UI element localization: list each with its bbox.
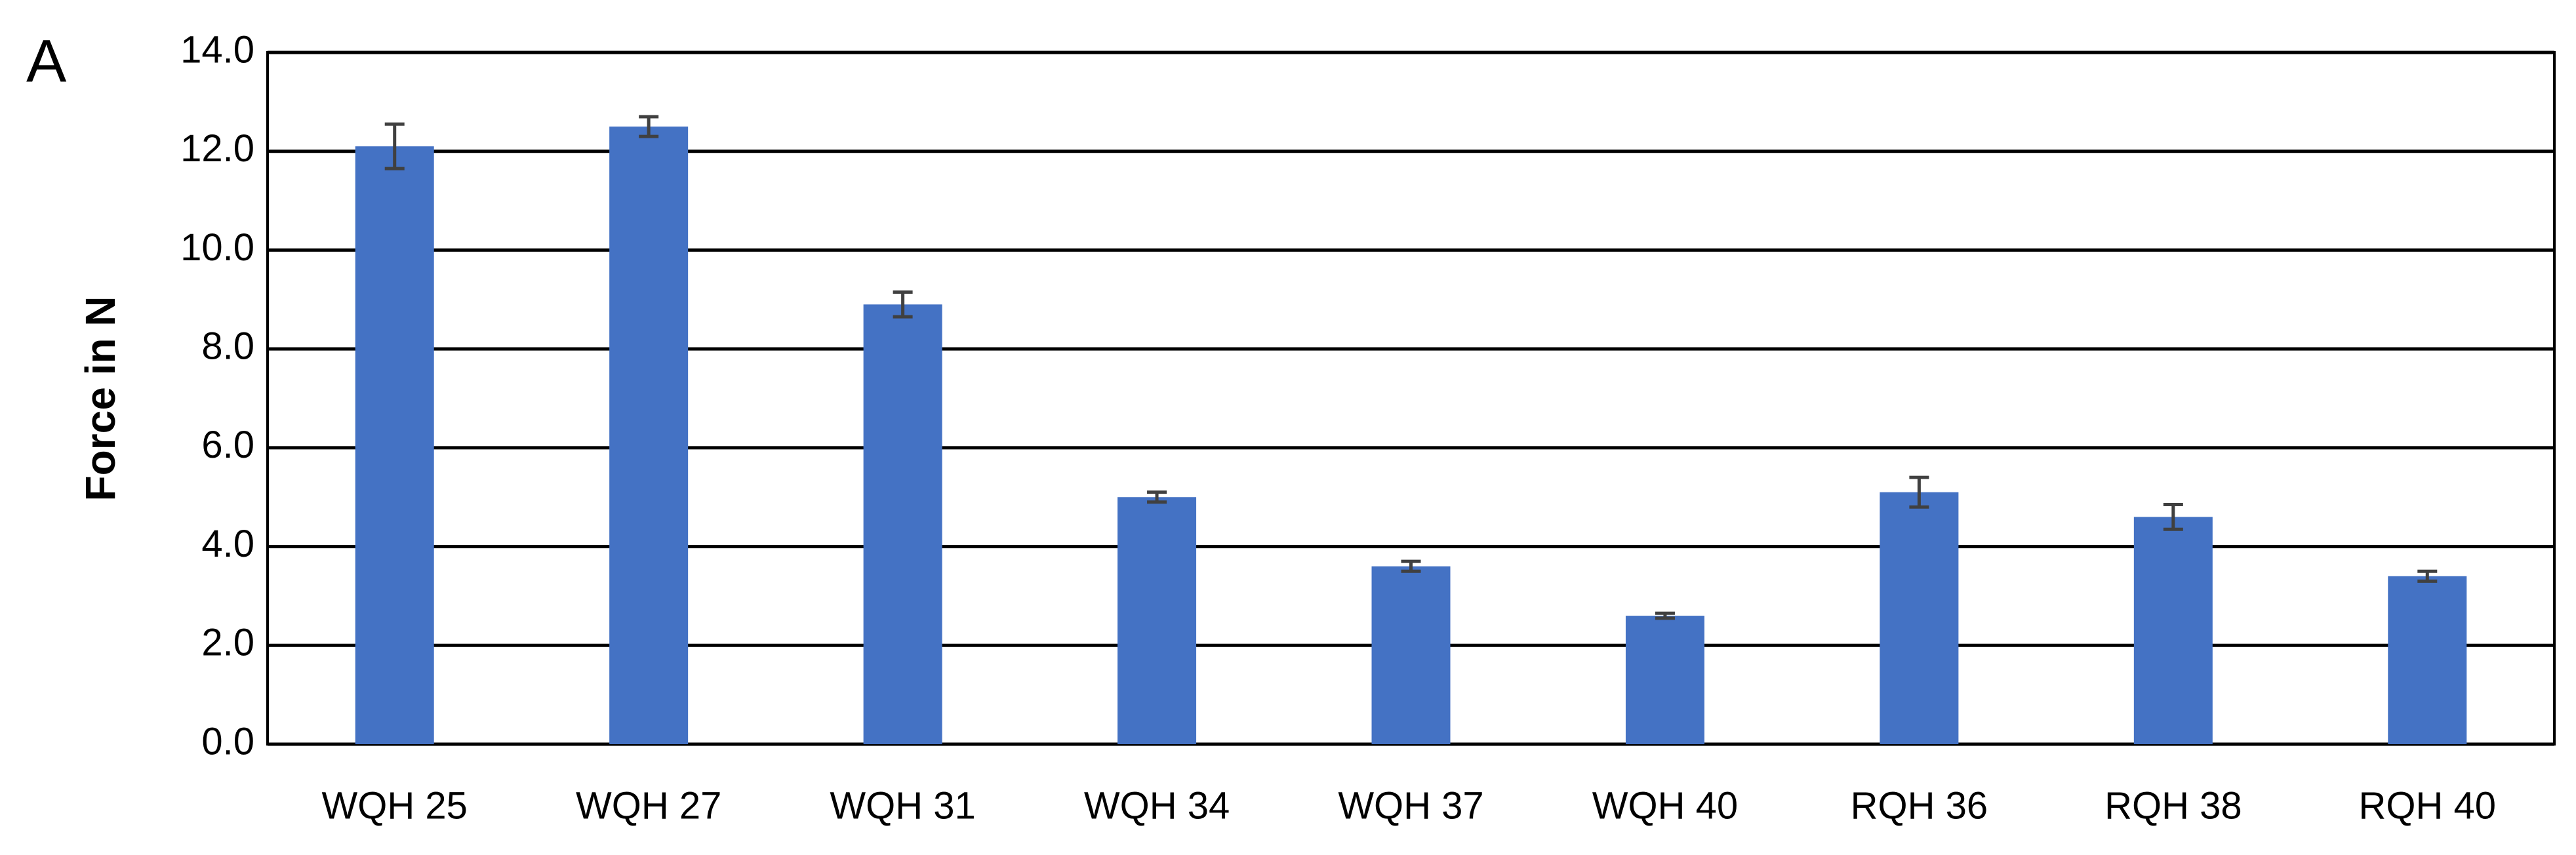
- y-tick-label: 8.0: [201, 325, 254, 367]
- y-tick-label: 14.0: [180, 28, 254, 71]
- error-bar: [1401, 559, 1421, 573]
- panel-label: A: [26, 28, 67, 94]
- bar: [609, 127, 689, 745]
- bar: [355, 146, 434, 744]
- y-tick-label: 10.0: [180, 226, 254, 269]
- error-bar: [1909, 475, 1929, 509]
- error-bar: [1655, 611, 1675, 620]
- error-bar: [1147, 490, 1167, 504]
- error-bar: [2417, 569, 2438, 583]
- y-axis-label: Force in N: [77, 296, 124, 502]
- x-tick-label: RQH 40: [2359, 784, 2497, 827]
- error-bar: [384, 122, 405, 170]
- x-tick-label: WQH 34: [1084, 784, 1230, 827]
- bar: [1625, 616, 1704, 744]
- y-tick-label: 4.0: [201, 523, 254, 565]
- y-tick-label: 0.0: [201, 720, 254, 763]
- error-bar: [639, 115, 659, 138]
- x-tick-label: WQH 37: [1338, 784, 1483, 827]
- bar: [863, 304, 942, 745]
- bar: [2388, 576, 2467, 744]
- bar: [1117, 497, 1197, 744]
- x-tick-label: WQH 40: [1592, 784, 1738, 827]
- bar: [2133, 517, 2213, 744]
- x-tick-label: WQH 31: [830, 784, 975, 827]
- bar: [1880, 492, 1959, 744]
- y-tick-label: 12.0: [180, 127, 254, 170]
- error-bar: [2163, 503, 2183, 531]
- x-tick-label: RQH 38: [2104, 784, 2242, 827]
- bar: [1371, 566, 1451, 744]
- x-tick-label: WQH 25: [322, 784, 468, 827]
- y-tick-label: 2.0: [201, 622, 254, 664]
- x-tick-label: WQH 27: [576, 784, 721, 827]
- x-tick-label: RQH 36: [1851, 784, 1988, 827]
- y-tick-label: 6.0: [201, 424, 254, 466]
- error-bar: [893, 290, 913, 319]
